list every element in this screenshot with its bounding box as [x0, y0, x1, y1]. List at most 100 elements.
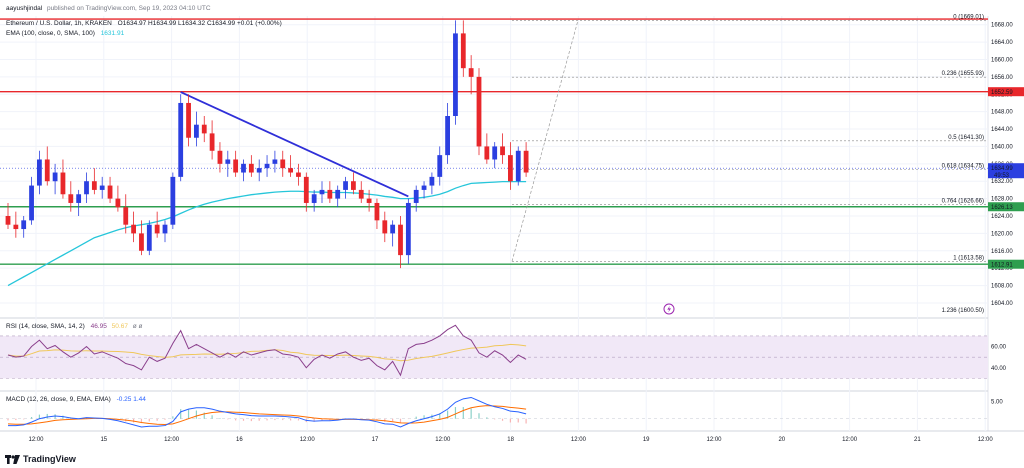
candle[interactable]	[508, 142, 513, 190]
candle[interactable]	[335, 185, 341, 208]
candle[interactable]	[123, 194, 129, 234]
x-tick-label: 15	[100, 437, 107, 443]
macd-values: -0.25 1.44	[117, 396, 147, 403]
candle[interactable]	[21, 216, 27, 238]
last-price-label: 1634.99	[991, 166, 1013, 172]
candle[interactable]	[405, 198, 411, 264]
candle-body	[351, 181, 356, 190]
candle-body	[84, 181, 89, 195]
candle[interactable]	[139, 220, 144, 256]
candle[interactable]	[248, 155, 254, 177]
candle[interactable]	[170, 172, 176, 230]
candle[interactable]	[99, 176, 105, 199]
candle[interactable]	[351, 172, 356, 195]
candle-body	[241, 163, 246, 173]
author-line: aayushjindal published on TradingView.co…	[6, 5, 211, 12]
candle[interactable]	[445, 102, 450, 164]
macd-label: MACD (12, 26, close, 9, EMA, EMA)	[6, 396, 111, 403]
candle[interactable]	[421, 181, 427, 199]
candle-body	[194, 124, 199, 138]
candle[interactable]	[327, 181, 333, 203]
candle[interactable]	[76, 189, 82, 216]
candle[interactable]	[115, 185, 121, 212]
candle-body	[123, 207, 129, 225]
lightning-icon[interactable]	[663, 303, 675, 315]
candle[interactable]	[296, 163, 301, 186]
candle[interactable]	[272, 150, 278, 173]
price-axis[interactable]: 1604.00 1608.00 1612.00 1616.00 1620.00 1624.…	[988, 23, 1024, 406]
candle[interactable]	[453, 20, 458, 125]
candle[interactable]	[319, 181, 325, 203]
candle[interactable]	[162, 220, 168, 243]
candle[interactable]	[5, 202, 11, 230]
candle[interactable]	[413, 185, 419, 212]
trendline	[180, 91, 409, 198]
candle[interactable]	[382, 211, 388, 243]
candle[interactable]	[178, 94, 184, 182]
candle[interactable]	[84, 172, 89, 203]
candle[interactable]	[37, 150, 42, 195]
candle[interactable]	[209, 120, 215, 160]
candle[interactable]	[107, 176, 113, 203]
candles[interactable]	[5, 20, 529, 269]
candle[interactable]	[460, 20, 466, 77]
candle[interactable]	[131, 211, 136, 243]
candle-body	[201, 124, 207, 134]
candle[interactable]	[264, 155, 270, 177]
candle[interactable]	[241, 159, 246, 182]
candle[interactable]	[60, 159, 66, 199]
candle[interactable]	[374, 198, 380, 230]
resistance-price-label: 1652.59	[991, 90, 1013, 96]
candle[interactable]	[515, 146, 521, 186]
candle-body	[460, 33, 466, 69]
candle[interactable]	[13, 211, 19, 238]
candle[interactable]	[233, 150, 239, 177]
candle[interactable]	[217, 142, 223, 173]
candle[interactable]	[29, 176, 34, 225]
ema-label: EMA (100, close, 0, SMA, 100)	[6, 30, 95, 37]
x-tick-label: 12:00	[300, 437, 316, 443]
candle[interactable]	[146, 220, 152, 256]
candle[interactable]	[468, 55, 474, 95]
candle-body	[76, 194, 82, 203]
candle-body	[335, 189, 341, 199]
candle-body	[288, 168, 293, 173]
candle[interactable]	[225, 150, 231, 177]
tradingview-logo[interactable]: TradingView	[5, 454, 76, 464]
candle[interactable]	[476, 68, 482, 156]
candle[interactable]	[303, 172, 309, 212]
candle[interactable]	[429, 172, 435, 195]
candle[interactable]	[44, 146, 50, 186]
candle[interactable]	[437, 146, 443, 186]
candle[interactable]	[91, 168, 97, 195]
fib-label: 0 (1669.01)	[953, 14, 984, 20]
candle[interactable]	[343, 176, 348, 199]
candle[interactable]	[280, 150, 286, 177]
candle[interactable]	[186, 94, 191, 147]
candle[interactable]	[52, 163, 58, 195]
candle[interactable]	[358, 181, 364, 203]
candle[interactable]	[201, 116, 207, 143]
candle[interactable]	[523, 142, 529, 177]
candle[interactable]	[194, 111, 199, 147]
candle-body	[29, 185, 34, 221]
candle-body	[131, 224, 136, 234]
x-tick-label: 20	[778, 437, 785, 443]
candle[interactable]	[68, 181, 74, 212]
y-tick-label: 1604.00	[991, 301, 1013, 307]
candle[interactable]	[492, 142, 498, 169]
candle[interactable]	[288, 155, 293, 177]
candle[interactable]	[154, 211, 160, 238]
macd-pane	[0, 396, 988, 428]
time-axis[interactable]: 12:00 15 12:00 16 12:00 17 12:00 18 12:00 19 12:00…	[28, 437, 993, 443]
candle[interactable]	[500, 133, 505, 164]
fib-anchor-line	[511, 20, 579, 262]
candle[interactable]	[311, 189, 317, 212]
candle[interactable]	[366, 189, 372, 212]
candle[interactable]	[398, 216, 403, 269]
rsi-value: 46.95	[91, 323, 108, 330]
candle[interactable]	[484, 133, 490, 164]
candle[interactable]	[390, 220, 396, 247]
candle[interactable]	[256, 159, 262, 182]
y-tick-label: 1640.00	[991, 144, 1013, 150]
